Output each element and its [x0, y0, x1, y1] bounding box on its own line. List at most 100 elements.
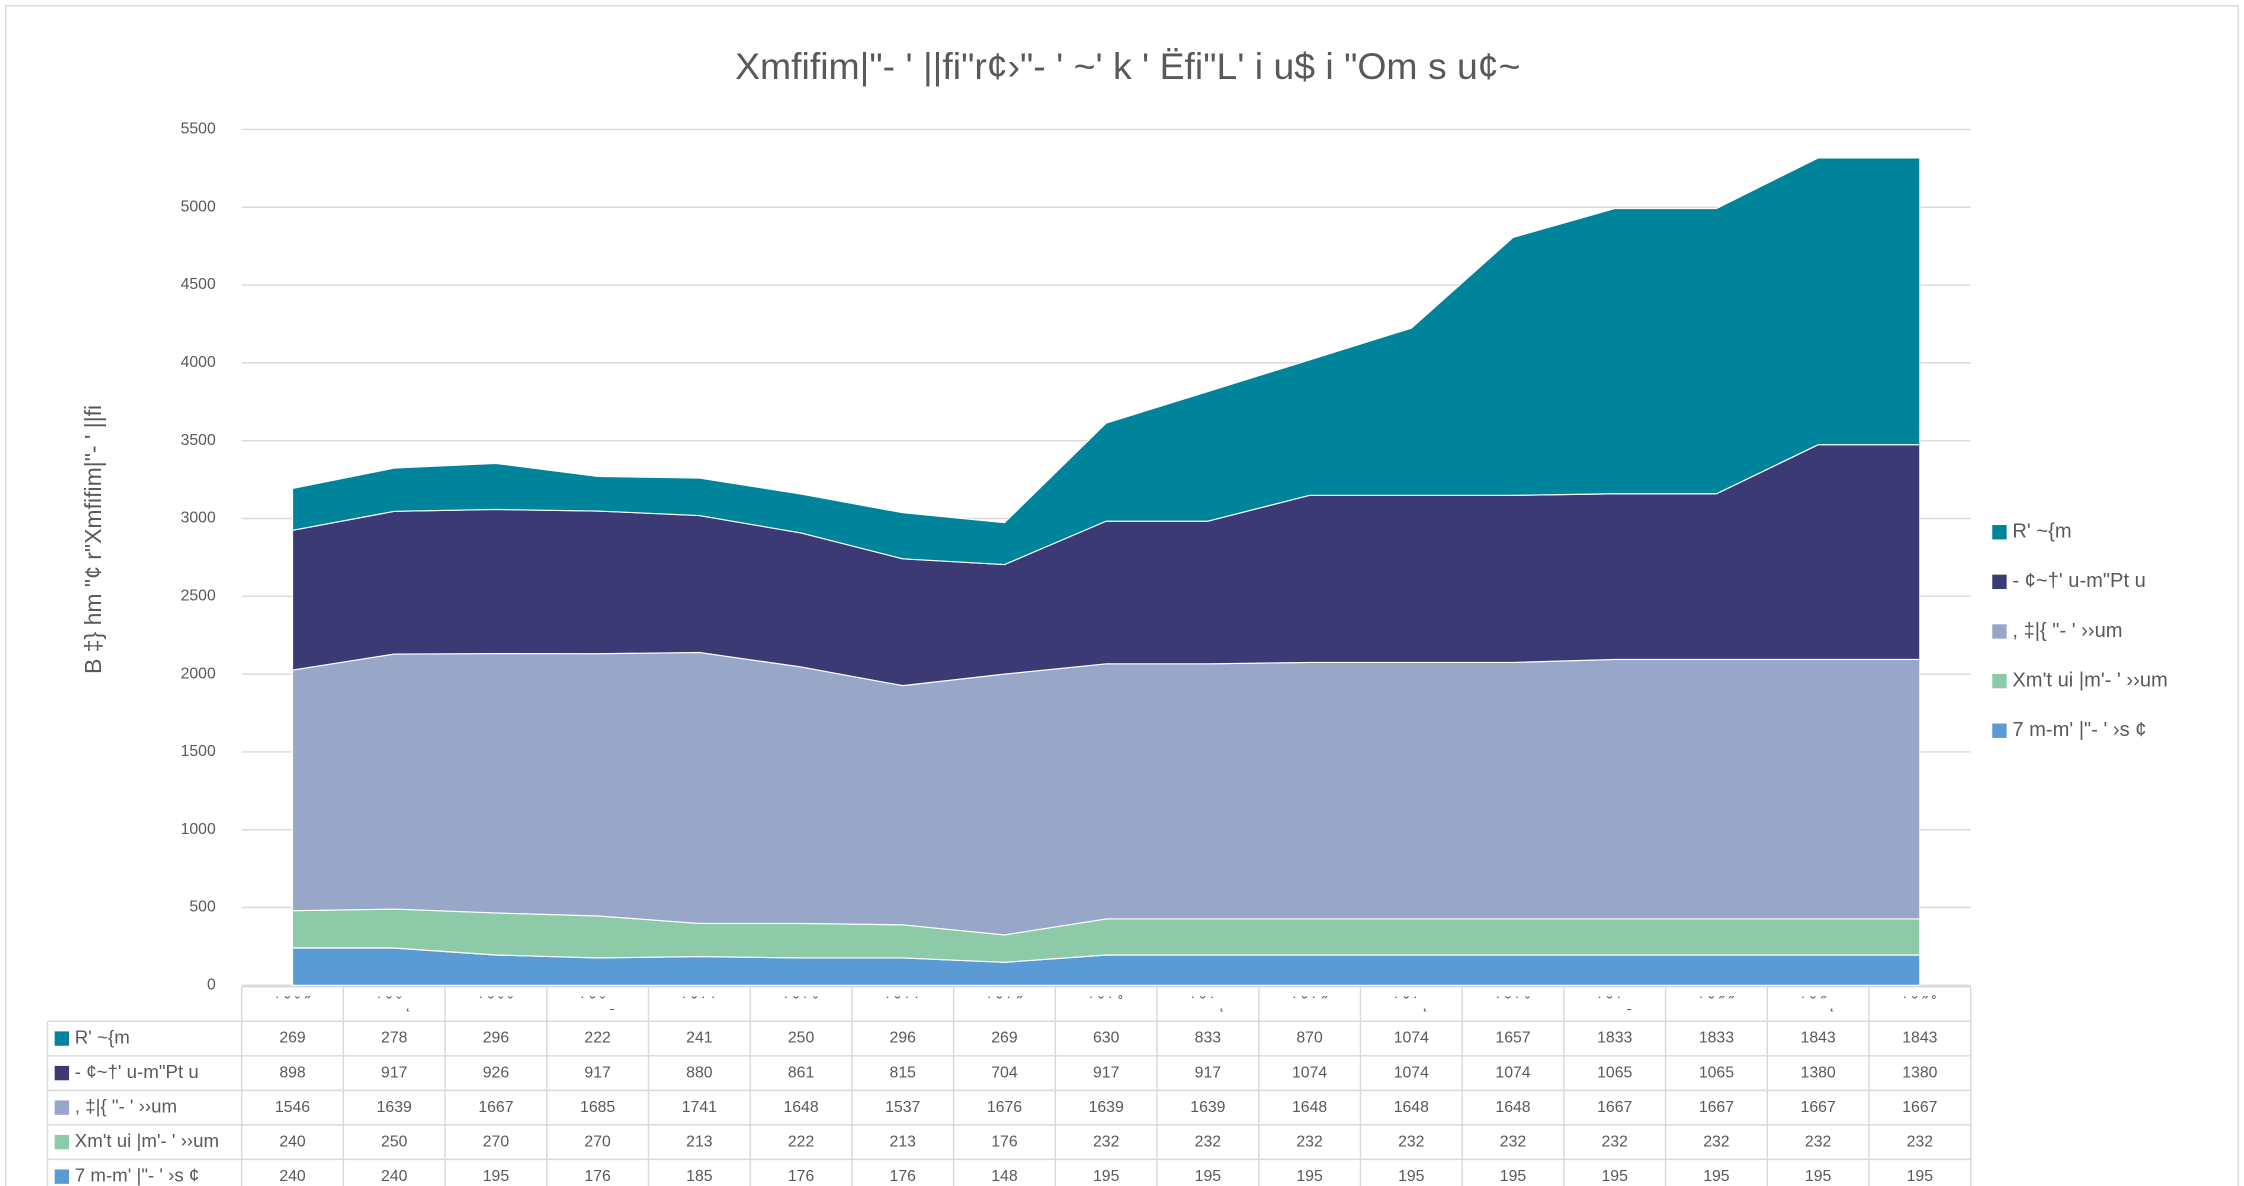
table-value: 1380 — [1902, 1064, 1937, 1081]
x-tick-label: ˙ ˘ ˝ ˝ — [1699, 995, 1735, 1012]
table-value: 195 — [1398, 1168, 1425, 1185]
y-tick-label: 3500 — [181, 432, 216, 449]
legend-swatch — [1992, 673, 2007, 689]
table-value: 1648 — [1292, 1099, 1327, 1116]
table-value: 296 — [483, 1030, 510, 1047]
y-tick-label: 4000 — [181, 354, 216, 371]
table-value: 240 — [279, 1133, 306, 1150]
table-value: 240 — [279, 1168, 306, 1185]
x-tick-label: ˙ ˘ ˝ ˚ — [1903, 995, 1937, 1012]
table-value: 232 — [1398, 1133, 1424, 1150]
table-value: 296 — [890, 1030, 917, 1047]
chart-title: Xmfifim|"- ' ||fi"r¢›"- ' ~' k ' Ëfi"L' … — [735, 45, 1520, 87]
table-row-label: 7 m-m' |"- ' ›s ¢ — [75, 1165, 200, 1186]
y-tick-label: 5500 — [181, 121, 216, 138]
table-value: 1639 — [377, 1099, 412, 1116]
table-value: 213 — [890, 1133, 917, 1150]
x-tick-label: ˙ ˘ ˇ ˍ — [581, 995, 615, 1012]
table-value: 1843 — [1902, 1030, 1937, 1047]
table-value: 1741 — [682, 1099, 717, 1116]
table-value: 176 — [991, 1133, 1018, 1150]
table-value: 176 — [788, 1168, 815, 1185]
y-tick-label: 4500 — [181, 276, 216, 293]
legend-label: Xm't ui |m'- ' ››um — [2012, 669, 2167, 691]
table-value: 898 — [279, 1064, 306, 1081]
x-tick-label: ˙ ˘ ˇ ˛ — [377, 995, 411, 1012]
table-value: 1657 — [1495, 1030, 1530, 1047]
table-value: 195 — [1500, 1168, 1527, 1185]
table-value: 270 — [483, 1133, 510, 1150]
table-value: 917 — [1093, 1064, 1119, 1081]
table-value: 269 — [279, 1030, 306, 1047]
legend-label: , ‡|{ "- ' ››um — [2012, 620, 2122, 642]
table-value: 232 — [1195, 1133, 1221, 1150]
table-swatch — [54, 1065, 70, 1081]
table-value: 1667 — [1699, 1099, 1734, 1116]
table-value: 1648 — [1495, 1099, 1530, 1116]
table-value: 1667 — [1902, 1099, 1937, 1116]
table-value: 1843 — [1801, 1030, 1836, 1047]
table-value: 1546 — [275, 1099, 310, 1116]
table-value: 1667 — [1801, 1099, 1836, 1116]
table-value: 232 — [1093, 1133, 1119, 1150]
x-tick-label: ˙ ˘ ˙ ˝ — [1292, 995, 1328, 1012]
table-value: 240 — [381, 1168, 408, 1185]
table-value: 195 — [1093, 1168, 1120, 1185]
table-value: 232 — [1703, 1133, 1729, 1150]
table-swatch — [54, 1169, 70, 1184]
y-tick-label: 2500 — [181, 587, 216, 604]
area — [291, 157, 1921, 566]
table-value: 250 — [788, 1030, 815, 1047]
table-value: 1065 — [1699, 1064, 1734, 1081]
y-tick-label: 3000 — [181, 510, 216, 527]
x-tick-label: ˙ ˘ ˙ ˍ — [1598, 995, 1632, 1012]
table-value: 1667 — [478, 1099, 513, 1116]
x-tick-label: ˙ ˘ ˙ ˙ — [682, 995, 716, 1012]
table-value: 195 — [1296, 1168, 1323, 1185]
table-value: 630 — [1093, 1030, 1120, 1047]
table-value: 195 — [1602, 1168, 1629, 1185]
table-value: 1065 — [1597, 1064, 1632, 1081]
table-swatch — [54, 1134, 70, 1150]
legend-label: - ¢~†' u-m"Pt u — [2012, 570, 2145, 592]
table-value: 176 — [890, 1168, 917, 1185]
y-tick-label: 500 — [189, 899, 216, 916]
table-value: 213 — [686, 1133, 713, 1150]
legend-label: 7 m-m' |"- ' ›s ¢ — [2012, 719, 2146, 741]
table-value: 195 — [1907, 1168, 1934, 1185]
table-value: 917 — [1195, 1064, 1221, 1081]
table-value: 1648 — [1394, 1099, 1429, 1116]
y-tick-label: 1500 — [181, 743, 216, 760]
table-value: 195 — [483, 1168, 510, 1185]
table-value: 195 — [1703, 1168, 1730, 1185]
x-tick-label: ˙ ˘ ˇ ˝ — [275, 995, 311, 1012]
x-tick-label: ˙ ˘ ˙ ˇ — [1496, 995, 1531, 1012]
table-value: 1667 — [1597, 1099, 1632, 1116]
table-value: 1380 — [1801, 1064, 1836, 1081]
table-value: 241 — [686, 1030, 713, 1047]
x-tick-label: ˙ ˘ ˙ ˛ — [1394, 995, 1428, 1012]
x-tick-label: ˙ ˘ ˙ ˚ — [1089, 995, 1123, 1012]
table-value: 1833 — [1597, 1030, 1632, 1047]
table-value: 1648 — [783, 1099, 818, 1116]
table-value: 232 — [1500, 1133, 1526, 1150]
table-swatch — [54, 1031, 70, 1046]
table-value: 1074 — [1292, 1064, 1327, 1081]
table-value: 704 — [991, 1064, 1018, 1081]
x-tick-label: ˙ ˘ ˙ ˇ — [784, 995, 819, 1012]
y-tick-label: 5000 — [181, 198, 216, 215]
y-tick-label: 0 — [207, 977, 216, 994]
table-value: 1074 — [1394, 1064, 1429, 1081]
y-axis-label: B ‡} hm "¢ r"Xmfifim|"- ' ||fi — [80, 405, 106, 674]
table-value: 1685 — [580, 1099, 615, 1116]
legend-swatch — [1992, 574, 2007, 590]
x-tick-label: ˙ ˘ ˙ ˛ — [1191, 995, 1225, 1012]
legend-swatch — [1992, 525, 2007, 540]
table-value: 1676 — [987, 1099, 1022, 1116]
table-value: 195 — [1805, 1168, 1832, 1185]
table-swatch — [54, 1100, 70, 1115]
table-value: 176 — [584, 1168, 611, 1185]
table-value: 232 — [1805, 1133, 1831, 1150]
